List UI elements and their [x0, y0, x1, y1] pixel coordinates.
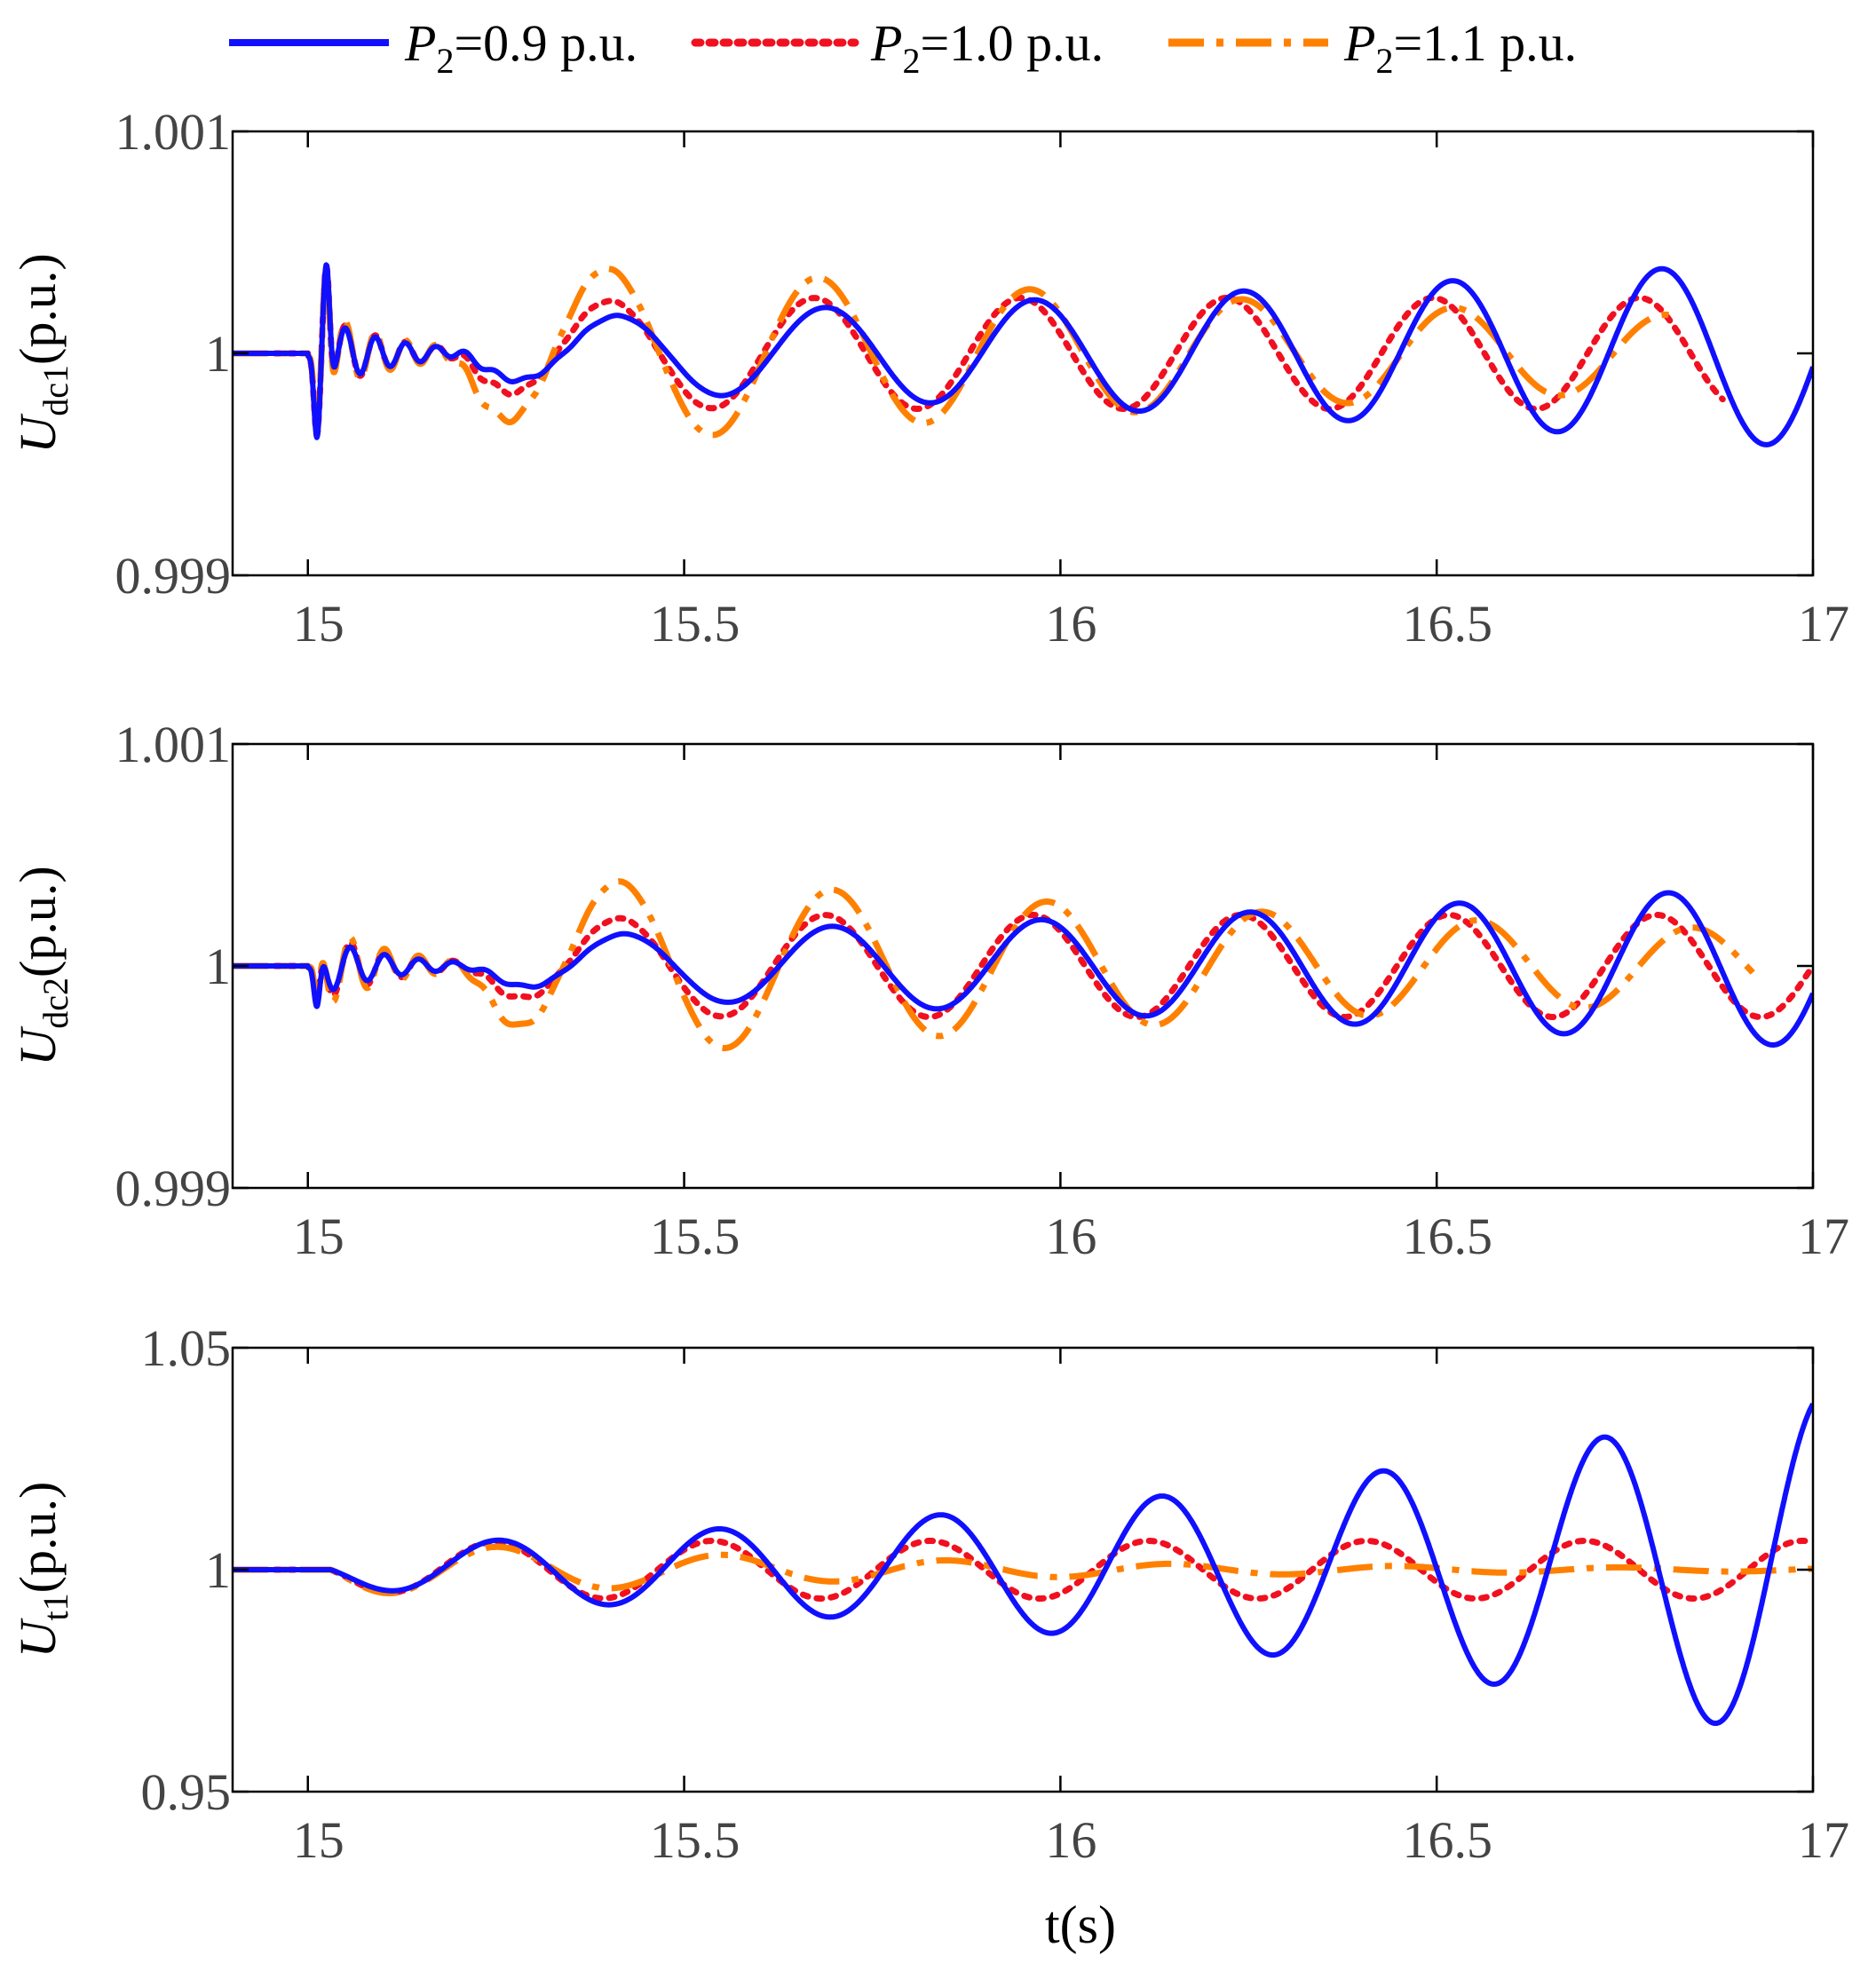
- y-tick-label-ut1-2: 1.05: [141, 1319, 232, 1377]
- y-tick-label-udc2-0: 0.999: [115, 1160, 232, 1217]
- series-udc2-p10: [233, 912, 1813, 1020]
- y-axis-label-udc2: Udc2(p.u.): [9, 866, 75, 1065]
- x-tick-label-udc2-1: 15.5: [650, 1207, 740, 1265]
- x-tick-label-udc2-3: 16.5: [1402, 1207, 1492, 1265]
- x-tick-label-udc1-3: 16.5: [1402, 595, 1492, 653]
- series-udc1-p10: [233, 263, 1726, 439]
- panels: 15 15.5 16 16.5 17 0.999 1 1.001 Udc1(p.u.) 15 15.…: [9, 103, 1849, 1869]
- legend-entry-p10: P2=1.0 p.u.: [691, 14, 1104, 81]
- x-tick-label-ut1-2: 16: [1045, 1811, 1096, 1869]
- series-group-ut1: [233, 1402, 1813, 1726]
- legend-label-p09: P2=0.9 p.u.: [404, 14, 637, 81]
- legend: P2=0.9 p.u. P2=1.0 p.u. P2=1.1 p.u.: [229, 14, 1577, 81]
- series-udc2-p11: [233, 878, 1755, 1051]
- x-tick-label-ut1-1: 15.5: [650, 1811, 740, 1869]
- y-tick-label-ut1-1: 1: [205, 1541, 231, 1599]
- x-tick-label-ut1-3: 16.5: [1402, 1811, 1492, 1869]
- series-udc1-p09: [233, 262, 1813, 447]
- legend-label-p11: P2=1.1 p.u.: [1343, 14, 1577, 81]
- x-tick-label-udc2-4: 17: [1798, 1207, 1849, 1265]
- y-axis-label-ut1: Ut1(p.u.): [9, 1482, 75, 1658]
- y-tick-label-udc1-0: 0.999: [115, 547, 232, 605]
- series-group-udc1: [233, 262, 1813, 447]
- x-tick-label-udc2-0: 15: [293, 1207, 344, 1265]
- x-tick-label-udc1-1: 15.5: [650, 595, 740, 653]
- series-udc2-p09: [233, 890, 1813, 1048]
- y-tick-label-udc2-2: 1.001: [115, 716, 232, 773]
- y-tick-label-udc1-1: 1: [205, 325, 231, 383]
- panel-ut1: 15 15.5 16 16.5 17 0.95 1 1.05 Ut1(p.u.): [9, 1319, 1849, 1869]
- y-axis-label-udc1: Udc1(p.u.): [9, 253, 75, 453]
- y-tick-label-udc2-1: 1: [205, 938, 231, 995]
- series-ut1-p09: [233, 1402, 1813, 1726]
- legend-entry-p11: P2=1.1 p.u.: [1168, 14, 1577, 81]
- x-tick-label-ut1-0: 15: [293, 1811, 344, 1869]
- axes-frame-udc2: [231, 742, 1815, 1190]
- legend-label-p10: P2=1.0 p.u.: [870, 14, 1104, 81]
- series-udc1-p11: [233, 265, 1681, 439]
- x-tick-label-udc1-4: 17: [1798, 595, 1849, 653]
- y-tick-label-ut1-0: 0.95: [141, 1763, 232, 1821]
- x-tick-label-udc2-2: 16: [1045, 1207, 1096, 1265]
- x-axis-label: t(s): [1045, 1896, 1116, 1954]
- series-ut1-p11: [233, 1543, 1813, 1596]
- y-tick-label-udc1-2: 1.001: [115, 103, 232, 161]
- axes-frame-ut1: [231, 1346, 1815, 1793]
- x-tick-label-ut1-4: 17: [1798, 1811, 1849, 1869]
- x-tick-label-udc1-2: 16: [1045, 595, 1096, 653]
- x-tick-label-udc1-0: 15: [293, 595, 344, 653]
- series-group-udc2: [233, 878, 1813, 1051]
- panel-udc1: 15 15.5 16 16.5 17 0.999 1 1.001 Udc1(p.u.): [9, 103, 1849, 653]
- legend-entry-p09: P2=0.9 p.u.: [229, 14, 637, 81]
- panel-udc2: 15 15.5 16 16.5 17 0.999 1 1.001 Udc2(p.u.): [9, 716, 1849, 1265]
